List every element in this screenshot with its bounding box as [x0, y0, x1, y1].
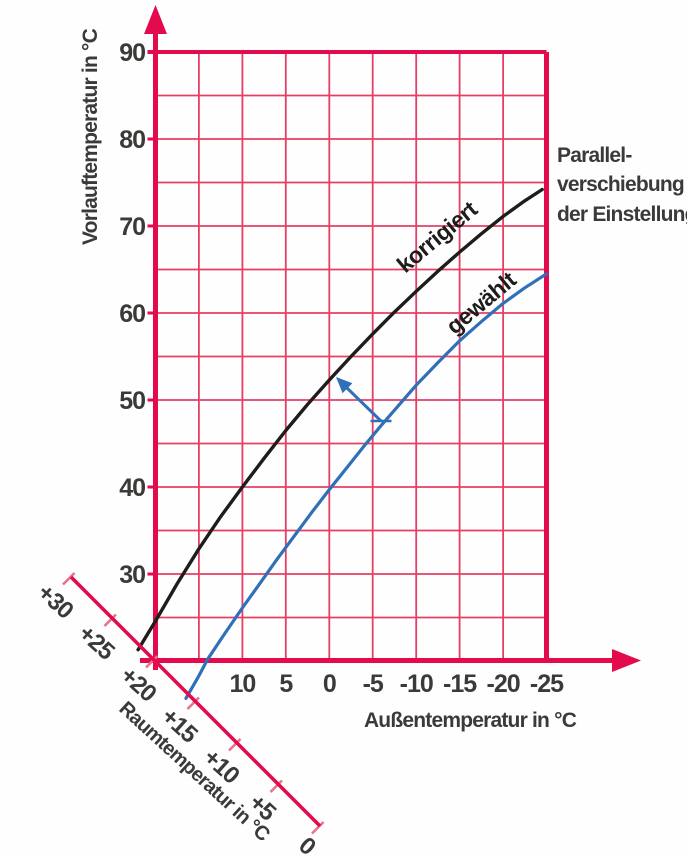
y-tick-50: 50	[119, 387, 145, 415]
room-axis-line	[69, 575, 322, 828]
annotation-line-3: der Einstellung	[557, 203, 687, 226]
y-tick-40: 40	[119, 474, 145, 502]
x-tick-10: 10	[229, 670, 255, 698]
curve-korrigiert	[136, 187, 544, 652]
y-tick-30: 30	[119, 561, 145, 589]
x-tick-m15: -15	[443, 670, 477, 698]
y-axis-tick-labels: 90 80 70 60 50 40 30	[119, 39, 146, 589]
curve-label-gewaehlt: gewählt	[441, 266, 521, 339]
room-tick-0: 0	[293, 832, 320, 857]
parallel-shift-annotation: Parallel- verschiebung der Einstellung	[557, 144, 687, 226]
y-tick-80: 80	[119, 126, 145, 154]
annotation-line-1: Parallel-	[557, 144, 632, 167]
x-axis-arrowhead-icon	[612, 649, 641, 672]
y-axis-tick-marks	[147, 137, 156, 576]
x-tick-m25: -25	[530, 670, 564, 698]
curves	[136, 187, 549, 700]
shift-arrow	[336, 377, 392, 423]
room-axis-tick-labels: +30 +25 +20 +15 +10 +5 0	[32, 579, 321, 857]
curve-gewaehlt	[184, 272, 549, 700]
x-tick-5: 5	[279, 670, 293, 698]
room-tick-p25: +25	[73, 620, 120, 666]
x-tick-0: 0	[323, 670, 336, 698]
room-tick-p30: +30	[32, 579, 79, 625]
curve-label-korrigiert: korrigiert	[392, 196, 483, 278]
x-axis-tick-labels: 10 5 0 -5 -10 -15 -20 -25	[229, 670, 565, 698]
room-axis-tick-marks	[62, 572, 325, 835]
x-tick-m10: -10	[400, 670, 433, 698]
y-tick-60: 60	[119, 300, 145, 328]
x-axis-title: Außentemperatur in °C	[364, 709, 577, 732]
shift-arrow-shaft	[345, 386, 383, 423]
x-tick-m20: -20	[487, 670, 520, 698]
room-temperature-axis	[62, 572, 325, 835]
grid	[155, 52, 547, 661]
annotation-line-2: verschiebung	[557, 173, 684, 196]
y-tick-90: 90	[119, 39, 145, 67]
axes	[140, 5, 641, 672]
grid-horizontal-lines	[155, 94, 547, 619]
shift-arrowhead-icon	[336, 377, 353, 394]
x-tick-m5: -5	[363, 670, 384, 698]
y-tick-70: 70	[119, 213, 145, 241]
y-axis-arrowhead-icon	[144, 5, 167, 34]
y-axis-title: Vorlauftemperatur in °C	[79, 28, 102, 245]
